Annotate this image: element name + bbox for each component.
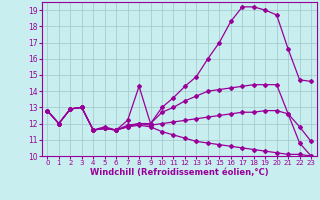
X-axis label: Windchill (Refroidissement éolien,°C): Windchill (Refroidissement éolien,°C) [90, 168, 268, 177]
